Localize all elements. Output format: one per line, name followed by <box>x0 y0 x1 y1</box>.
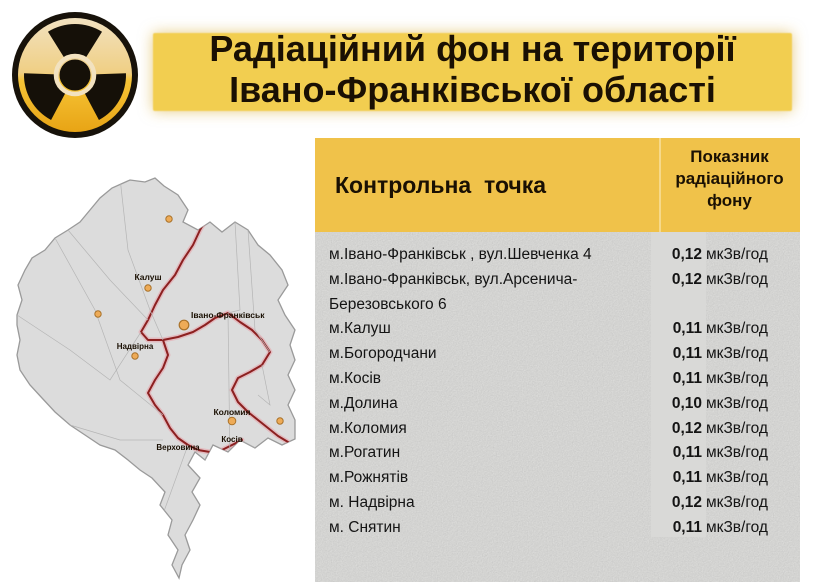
svg-text:Коломия: Коломия <box>213 407 250 417</box>
svg-text:Івано-Франківськ: Івано-Франківськ <box>191 310 265 320</box>
svg-text:Надвірна: Надвірна <box>117 342 154 351</box>
svg-text:Косів: Косів <box>221 435 242 444</box>
svg-text:Калуш: Калуш <box>134 272 161 282</box>
svg-text:Верховина: Верховина <box>156 443 200 452</box>
